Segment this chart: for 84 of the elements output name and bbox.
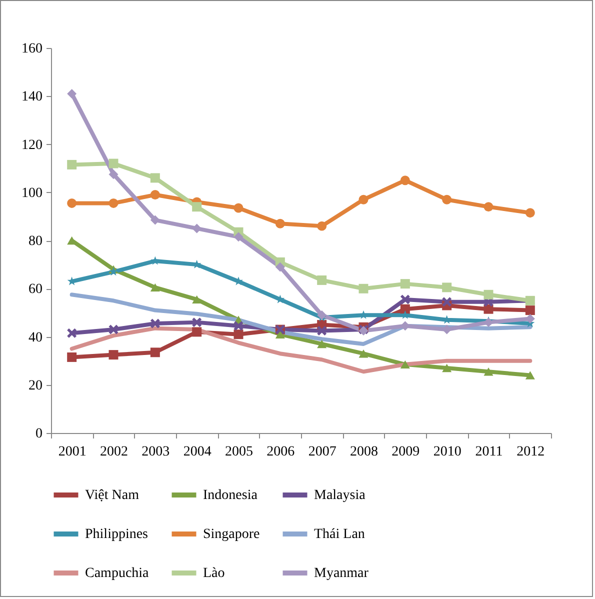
legend-label: Malaysia <box>314 488 366 503</box>
point <box>400 304 410 314</box>
point <box>442 297 452 307</box>
y-tick-label: 80 <box>28 234 42 249</box>
point <box>525 306 535 316</box>
point <box>108 170 118 180</box>
point <box>192 224 202 234</box>
point <box>234 203 244 213</box>
point <box>400 310 410 319</box>
point <box>192 202 202 212</box>
x-tick-label: 2004 <box>183 444 212 460</box>
legend-label: Singapore <box>203 527 260 542</box>
point <box>108 324 118 334</box>
legend-label: Myanmar <box>314 566 369 581</box>
point <box>525 208 535 218</box>
point <box>275 218 285 228</box>
point <box>150 173 160 183</box>
x-tick-label: 2003 <box>142 444 170 460</box>
point <box>275 262 285 272</box>
legend-label: Philippines <box>85 527 148 542</box>
point <box>150 190 160 200</box>
point <box>150 283 160 292</box>
point <box>67 328 77 338</box>
x-tick-label: 2012 <box>516 444 545 460</box>
point <box>400 279 410 289</box>
point <box>442 194 452 204</box>
point <box>150 215 160 225</box>
point <box>484 368 494 376</box>
point <box>150 318 160 328</box>
point <box>192 295 202 304</box>
x-tick-label: 2006 <box>266 444 295 460</box>
x-tick-label: 2010 <box>433 444 462 460</box>
y-tick-label: 140 <box>22 90 42 105</box>
point <box>275 330 285 338</box>
point <box>317 221 327 231</box>
point <box>108 267 118 276</box>
point <box>67 88 77 98</box>
x-tick-label: 2009 <box>392 444 420 460</box>
point <box>234 232 244 242</box>
legend-label: Indonesia <box>203 488 258 503</box>
point <box>150 256 160 265</box>
y-tick-label: 100 <box>22 186 42 201</box>
point <box>192 318 202 328</box>
point <box>317 326 327 336</box>
point <box>67 160 77 170</box>
point <box>317 275 327 285</box>
point <box>234 330 244 340</box>
point <box>358 349 368 358</box>
point <box>484 290 494 300</box>
point <box>484 202 494 212</box>
y-tick-label: 40 <box>28 330 42 346</box>
point <box>108 198 118 208</box>
point <box>192 327 202 337</box>
point <box>400 176 410 186</box>
point <box>108 158 118 168</box>
point <box>317 340 327 348</box>
point <box>358 194 368 204</box>
point <box>234 321 244 331</box>
point <box>67 352 77 362</box>
legend-label: Campuchia <box>85 566 150 581</box>
x-tick-label: 2001 <box>58 444 86 460</box>
point <box>67 198 77 208</box>
y-tick-label: 160 <box>22 42 42 56</box>
legend-label: Lào <box>203 566 225 581</box>
y-tick-label: 60 <box>28 282 42 298</box>
point <box>317 310 327 320</box>
x-tick-label: 2007 <box>308 444 336 460</box>
x-tick-label: 2002 <box>100 444 128 460</box>
legend-label: Thái Lan <box>314 527 365 542</box>
point <box>442 364 452 372</box>
legend-label: Việt Nam <box>85 488 140 503</box>
x-tick-label: 2005 <box>225 444 253 460</box>
point <box>108 350 118 360</box>
point <box>400 294 410 304</box>
point <box>525 371 535 380</box>
point <box>442 282 452 292</box>
x-tick-label: 2011 <box>475 444 503 460</box>
y-tick-label: 0 <box>36 426 42 442</box>
y-tick-label: 20 <box>28 378 42 394</box>
point <box>400 360 410 369</box>
y-tick-label: 120 <box>22 138 42 153</box>
point <box>150 348 160 358</box>
x-tick-label: 2008 <box>350 444 378 460</box>
point <box>358 284 368 294</box>
